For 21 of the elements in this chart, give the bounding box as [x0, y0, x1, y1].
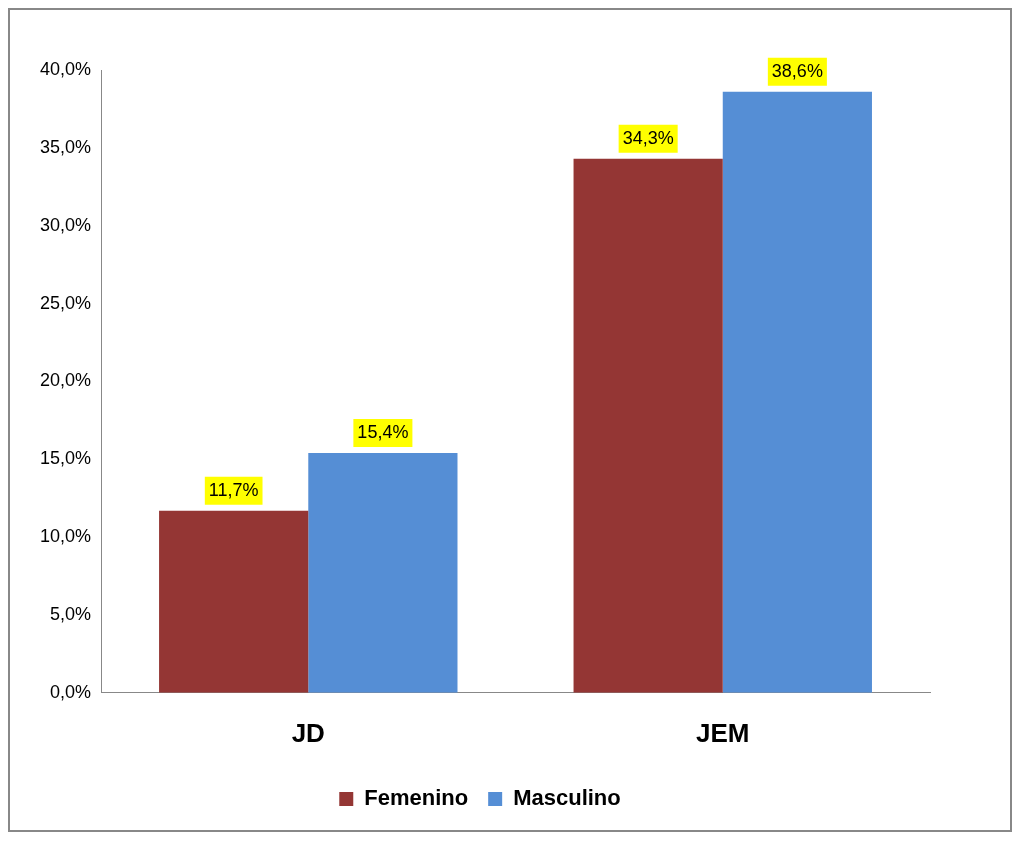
- y-tick-label: 15,0%: [39, 448, 92, 469]
- y-tick-label: 25,0%: [39, 292, 92, 313]
- bar: [308, 453, 458, 693]
- y-tick-label: 30,0%: [39, 214, 92, 235]
- data-label: 15,4%: [357, 421, 409, 442]
- legend-label: Femenino: [364, 785, 469, 811]
- legend-label: Masculino: [513, 785, 621, 811]
- y-tick-label: 0,0%: [50, 681, 92, 702]
- data-label: 38,6%: [771, 60, 823, 81]
- y-tick-label: 10,0%: [39, 526, 92, 547]
- x-tick-label: JEM: [696, 717, 750, 748]
- x-tick-label: JD: [291, 717, 325, 748]
- data-label: 11,7%: [208, 479, 259, 500]
- bar: [159, 510, 309, 693]
- y-tick-label: 20,0%: [39, 370, 92, 391]
- bar: [722, 91, 872, 693]
- y-tick-label: 40,0%: [39, 58, 92, 79]
- data-label: 34,3%: [622, 127, 674, 148]
- bar: [573, 158, 723, 693]
- y-tick-label: 5,0%: [50, 603, 92, 624]
- y-tick-label: 35,0%: [39, 136, 92, 157]
